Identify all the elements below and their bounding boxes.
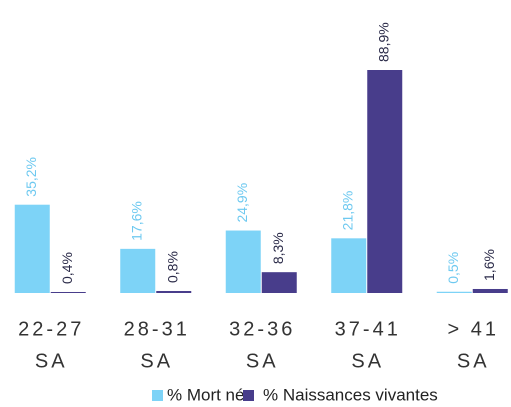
bar [261, 272, 297, 293]
bar [156, 290, 192, 293]
bar [436, 291, 472, 293]
x-tick-label: 28-31 [124, 318, 190, 340]
value-label: 24,9% [234, 183, 250, 223]
bar [14, 204, 50, 293]
value-label: 21,8% [339, 191, 355, 231]
value-label: 17,6% [128, 201, 144, 241]
bar [50, 291, 86, 293]
legend-swatch [243, 390, 254, 401]
x-tick-label: > 41 [448, 318, 499, 340]
x-tick-label: SA [246, 350, 279, 372]
x-tick-label: 22-27 [18, 318, 84, 340]
x-tick-label: 37-41 [335, 318, 401, 340]
bar [331, 238, 367, 293]
x-tick-label: SA [351, 350, 384, 372]
x-tick-label: SA [140, 350, 173, 372]
value-label: 0,4% [59, 252, 75, 284]
bar [225, 230, 261, 293]
value-label: 88,9% [375, 22, 391, 62]
legend-label: % Mort nés [167, 385, 253, 404]
value-label: 1,6% [481, 249, 497, 281]
value-label: 0,8% [164, 251, 180, 283]
bar [120, 248, 156, 293]
bar [472, 288, 508, 293]
x-tick-label: SA [35, 350, 68, 372]
legend-swatch [152, 390, 163, 401]
x-tick-label: SA [457, 350, 490, 372]
legend-label: % Naissances vivantes [263, 385, 438, 404]
value-label: 0,5% [445, 252, 461, 284]
x-tick-label: 32-36 [229, 318, 295, 340]
value-label: 8,3% [270, 232, 286, 264]
bar [367, 70, 403, 293]
value-label: 35,2% [23, 157, 39, 197]
